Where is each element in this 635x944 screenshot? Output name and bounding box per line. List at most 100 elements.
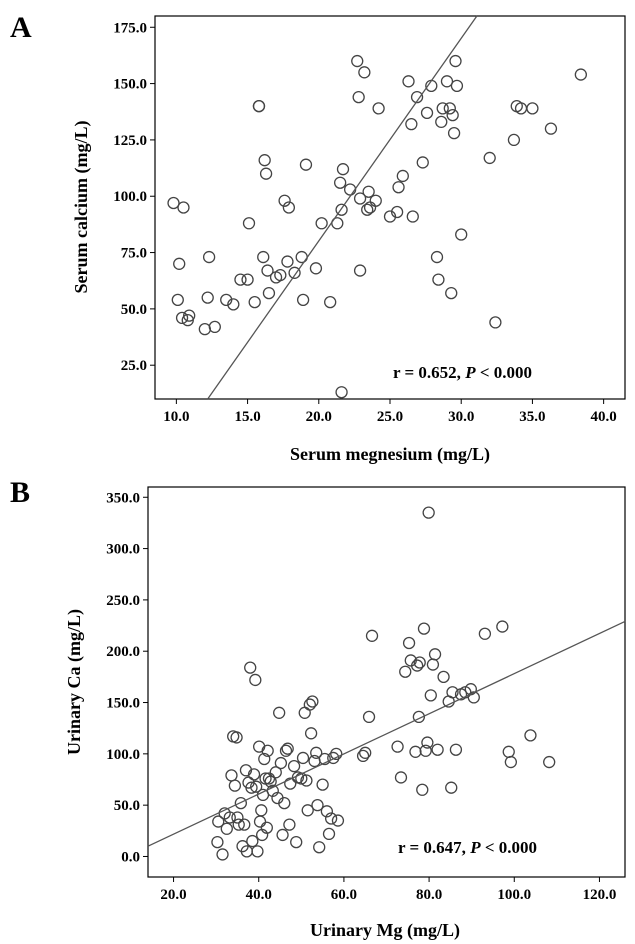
panel-b-x-tick-label: 20.0 bbox=[160, 887, 186, 903]
panel-b-x-ticks: 20.0 40.0 60.0 80.0 100.0 120.0 bbox=[160, 877, 616, 903]
panel-a-y-tick-label: 50.0 bbox=[121, 302, 147, 318]
panel-a-data-point bbox=[430, 250, 444, 264]
panel-b-data-point bbox=[303, 698, 316, 711]
panel-a-data-point bbox=[167, 196, 180, 210]
panel-b-data-point bbox=[239, 764, 253, 777]
panel-a-data-point bbox=[234, 273, 247, 286]
panel-b-data-point bbox=[496, 620, 509, 633]
panel-b-p-value: < 0.000 bbox=[481, 838, 537, 857]
panel-b: B 20.0 40.0 60.0 80.0 100.0 120.0 0.0 50.0 100.… bbox=[10, 476, 626, 941]
panel-b-x-tick-label: 100.0 bbox=[497, 887, 531, 903]
panel-a-data-point bbox=[372, 102, 385, 115]
panel-a-data-point bbox=[181, 313, 194, 327]
panel-b-data-point bbox=[251, 845, 264, 858]
panel-a-data-point bbox=[363, 201, 377, 214]
panel-b-y-ticks: 0.0 50.0 100.0 150.0 200.0 250.0 300.0 350.0 bbox=[106, 490, 148, 865]
panel-b-data-point bbox=[365, 629, 379, 642]
panel-a-data-point bbox=[258, 154, 271, 167]
panel-a-data-point bbox=[436, 102, 449, 115]
panel-a-data-point bbox=[396, 169, 409, 183]
panel-b-data-point bbox=[295, 772, 308, 785]
panel-a-data-point bbox=[315, 217, 328, 230]
panel-a-data-point bbox=[278, 194, 291, 207]
panel-b-data-point bbox=[411, 659, 424, 672]
panel-b-data-point bbox=[437, 670, 450, 684]
panel-b-regression-line bbox=[147, 620, 626, 847]
panel-a-data-point bbox=[416, 156, 429, 169]
panel-b-x-tick-label: 120.0 bbox=[583, 887, 617, 903]
panel-b-data-point bbox=[412, 710, 426, 724]
panel-b-data-point bbox=[220, 822, 233, 835]
panel-a-data-point bbox=[446, 108, 459, 122]
panel-b-data-point bbox=[478, 627, 492, 640]
panel-a-x-tick-label: 20.0 bbox=[306, 409, 332, 425]
panel-b-data-point bbox=[322, 827, 336, 841]
panel-a-data-point bbox=[361, 203, 374, 216]
panel-a-y-tick-label: 75.0 bbox=[121, 246, 147, 262]
panel-b-label: B bbox=[10, 476, 30, 509]
panel-b-data-point bbox=[300, 774, 313, 787]
panel-b-data-point bbox=[417, 622, 431, 635]
panel-a-points bbox=[167, 54, 587, 399]
panel-a-x-tick-label: 30.0 bbox=[448, 409, 474, 425]
panel-a-data-point bbox=[335, 386, 348, 399]
panel-a-data-point bbox=[392, 181, 405, 194]
panel-b-x-tick-label: 60.0 bbox=[331, 887, 357, 903]
panel-b-x-tick-label: 40.0 bbox=[246, 887, 272, 903]
panel-b-data-point bbox=[301, 804, 314, 817]
panel-b-data-point bbox=[255, 804, 268, 817]
panel-b-data-point bbox=[421, 736, 434, 749]
panel-b-data-point bbox=[276, 828, 289, 842]
panel-a-data-point bbox=[450, 79, 464, 92]
panel-b-data-point bbox=[330, 747, 343, 760]
panel-b-y-axis-title: Urinary Ca (mg/L) bbox=[64, 609, 85, 755]
panel-a-data-point bbox=[262, 286, 276, 300]
panel-b-points bbox=[211, 506, 556, 861]
panel-b-data-point bbox=[296, 751, 310, 765]
panel-b-data-point bbox=[306, 695, 319, 708]
panel-b-data-point bbox=[502, 745, 515, 758]
panel-b-data-point bbox=[419, 744, 432, 757]
panel-a-data-point bbox=[261, 264, 274, 277]
panel-b-data-point bbox=[402, 636, 416, 650]
panel-b-data-point bbox=[231, 811, 244, 824]
panel-a-data-point bbox=[455, 228, 468, 241]
panel-a-data-point bbox=[449, 54, 462, 68]
panel-a-data-point bbox=[574, 68, 587, 81]
panel-b-data-point bbox=[279, 744, 293, 757]
panel-b-data-point bbox=[253, 740, 266, 753]
panel-a-y-axis-title: Serum calcium (mg/L) bbox=[71, 121, 92, 294]
panel-a-data-point bbox=[335, 203, 348, 216]
panel-a-data-point bbox=[352, 90, 365, 104]
panel-a-label: A bbox=[10, 11, 32, 44]
panel-b-data-point bbox=[428, 648, 442, 661]
panel-b-data-point bbox=[304, 727, 318, 740]
panel-a-data-point bbox=[445, 286, 458, 300]
panel-b-data-point bbox=[391, 740, 404, 753]
panel-b-data-point bbox=[431, 743, 444, 756]
panel-a-data-point bbox=[432, 273, 445, 286]
panel-b-data-point bbox=[249, 673, 262, 687]
panel-a-p-value: < 0.000 bbox=[476, 363, 532, 382]
panel-a-x-tick-label: 40.0 bbox=[591, 409, 617, 425]
panel-a-data-point bbox=[175, 311, 189, 325]
panel-a-plot-frame bbox=[154, 15, 626, 400]
panel-a-correlation-annotation: r = 0.652, P < 0.000 bbox=[393, 363, 532, 382]
panel-a-x-tick-label: 15.0 bbox=[234, 409, 260, 425]
panel-b-data-point bbox=[250, 780, 263, 793]
panel-a-data-point bbox=[526, 102, 539, 115]
panel-a-data-point bbox=[440, 75, 454, 88]
panel-a-data-point bbox=[281, 255, 294, 268]
panel-b-data-point bbox=[246, 834, 259, 848]
panel-a-data-point bbox=[177, 201, 190, 214]
panel-b-data-point bbox=[543, 755, 556, 769]
panel-a-data-point bbox=[173, 257, 186, 270]
panel-b-correlation-annotation: r = 0.647, P < 0.000 bbox=[398, 838, 537, 857]
panel-b-data-point bbox=[238, 818, 251, 831]
panel-a-data-point bbox=[296, 293, 310, 307]
panel-a-regression-line bbox=[207, 15, 478, 400]
panel-a-x-ticks: 10.0 15.0 20.0 25.0 30.0 35.0 40.0 bbox=[163, 399, 617, 425]
panel-a: A 10.0 15.0 20.0 25.0 30.0 35.0 40.0 25.0 50.0 7… bbox=[10, 11, 626, 465]
panel-b-data-point bbox=[216, 848, 229, 861]
panel-a-x-axis-title: Serum megnesium (mg/L) bbox=[290, 444, 490, 465]
